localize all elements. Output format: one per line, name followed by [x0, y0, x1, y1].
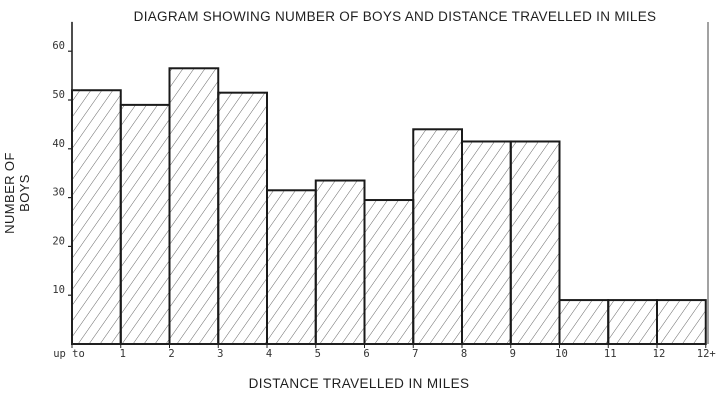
x-tick-label: 12 [653, 348, 666, 360]
x-tick-label: 11 [604, 348, 617, 360]
x-tick-label: 4 [266, 348, 272, 360]
bar-9 [461, 140, 512, 345]
y-tick-label: 40 [52, 138, 65, 150]
bar-8 [412, 128, 463, 345]
x-axis-label: DISTANCE TRAVELLED IN MILES [248, 376, 470, 391]
x-tick-label: 2 [168, 348, 174, 360]
x-tick-label: 3 [217, 348, 223, 360]
x-tick-label: 6 [363, 348, 369, 360]
bar-7 [363, 199, 415, 345]
bar-3 [168, 67, 220, 345]
x-tick-label: up to [53, 348, 85, 360]
bar-6 [314, 179, 366, 345]
bar-2 [119, 103, 171, 345]
x-tick-label: 8 [461, 348, 467, 360]
y-tick-label: 20 [52, 235, 65, 247]
y-tick-label: 60 [52, 40, 65, 52]
x-tick-label: 10 [555, 348, 568, 360]
bar-5 [266, 189, 317, 345]
y-tick-label: 50 [52, 89, 65, 101]
bar-12 [607, 299, 658, 345]
bar-4 [217, 91, 268, 346]
x-tick-label: 7 [412, 348, 418, 360]
bar-13 [656, 299, 707, 345]
bar-1 [71, 89, 122, 345]
y-tick-label: 30 [52, 187, 65, 199]
x-tick-label: 12+ [697, 348, 716, 360]
bar-10 [509, 140, 561, 345]
x-tick-label: 1 [120, 348, 126, 360]
bar-11 [558, 299, 610, 345]
x-tick-label: 9 [510, 348, 516, 360]
y-tick-label: 10 [52, 284, 65, 296]
chart-title: DIAGRAM SHOWING NUMBER OF BOYS AND DISTA… [133, 9, 657, 24]
x-tick-label: 5 [315, 348, 321, 360]
